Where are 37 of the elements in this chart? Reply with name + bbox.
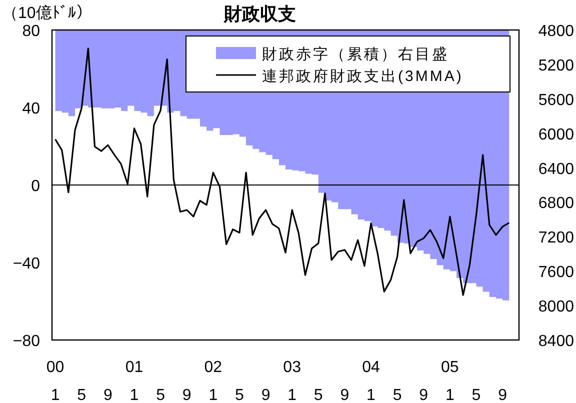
x-tick-label: 9 <box>182 387 192 403</box>
x-tick-label: 5 <box>314 387 323 403</box>
legend-label: 財政赤字（累積）右目盛 <box>262 46 449 63</box>
y-tick-label: 80 <box>22 23 40 40</box>
y2-tick-label: 6400 <box>538 160 574 178</box>
y-axis-title: （10億ﾄﾞﾙ） <box>2 4 92 22</box>
x-tick-label: 9 <box>103 387 112 403</box>
x-tick-label: 9 <box>419 387 428 403</box>
x-tick-label: 04 1 <box>362 359 380 403</box>
x-tick-label: 5 <box>77 387 86 403</box>
y2-tick-label: 4800 <box>538 23 574 40</box>
x-tick-label: 5 <box>235 387 244 403</box>
chart-title: 財政収支 <box>223 4 296 24</box>
x-tick-label: 9 <box>340 387 350 403</box>
x-tick-label: 03 1 <box>283 359 302 403</box>
y2-tick-label: 5200 <box>538 57 574 74</box>
x-tick-label: 9 <box>498 387 508 403</box>
x-tick-label: 5 <box>392 387 402 403</box>
x-tick-label: 9 <box>261 387 270 403</box>
x-tick-label: 5 <box>472 387 481 403</box>
y2-tick-label: 5600 <box>538 92 574 109</box>
y-tick-label: 0 <box>31 178 40 195</box>
y2-tick-label: 6800 <box>538 195 574 212</box>
x-tick-label: 5 <box>156 387 166 403</box>
y-tick-label: 40 <box>22 100 40 118</box>
x-tick-label: 05 1 <box>441 359 459 403</box>
y2-tick-label: 8400 <box>538 333 574 350</box>
y2-tick-label: 6000 <box>538 126 574 144</box>
legend-label: 連邦政府財政支出(3MMA) <box>262 68 464 85</box>
y-tick-label: −40 <box>12 256 40 272</box>
x-tick-label: 00 1 <box>46 359 64 403</box>
x-tick-label: 02 1 <box>204 359 222 403</box>
y2-tick-label: 7600 <box>538 264 574 282</box>
x-tick-label: 01 1 <box>125 359 144 403</box>
y2-tick-label: 7200 <box>538 230 574 247</box>
y2-tick-label: 8000 <box>538 298 574 316</box>
y-tick-label: −80 <box>12 333 40 350</box>
